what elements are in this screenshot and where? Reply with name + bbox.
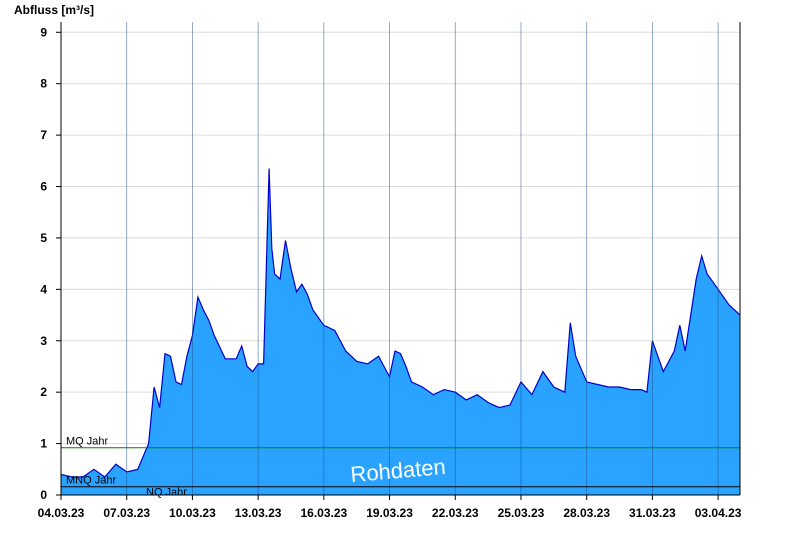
y-tick-label: 8: [40, 77, 47, 91]
x-tick-labels: 04.03.23 07.03.23 10.03.23 13.03.23 16.03.23…: [38, 506, 742, 520]
x-tick-label: 31.03.23: [629, 506, 676, 520]
nq-label: NQ Jahr: [146, 487, 187, 499]
discharge-area: [61, 168, 740, 495]
y-tick-label: 5: [40, 231, 47, 245]
x-tick-label: 13.03.23: [235, 506, 282, 520]
x-tick-label: 25.03.23: [498, 506, 545, 520]
mq-label: MQ Jahr: [66, 436, 109, 448]
discharge-line: [60, 168, 741, 478]
series-layer: [60, 168, 741, 495]
mnq-label: MNQ Jahr: [66, 475, 116, 487]
x-tick-label: 04.03.23: [38, 506, 85, 520]
y-tick-label: 3: [40, 334, 47, 348]
y-tick-labels: 0 1 2 3 4 5 6 7 8 9: [40, 25, 47, 502]
axes: [56, 22, 741, 500]
y-axis-title: Abfluss [m³/s]: [14, 3, 94, 17]
x-tick-label: 19.03.23: [366, 506, 413, 520]
y-tick-label: 6: [40, 180, 47, 194]
y-tick-label: 4: [40, 282, 47, 296]
y-tick-label: 0: [40, 488, 47, 502]
reference-lines: MQ Jahr MNQ Jahr NQ Jahr: [61, 436, 740, 499]
x-tick-label: 07.03.23: [103, 506, 150, 520]
x-tick-label: 22.03.23: [432, 506, 479, 520]
x-tick-label: 28.03.23: [563, 506, 610, 520]
y-tick-label: 1: [40, 437, 47, 451]
x-tick-label: 03.04.23: [695, 506, 742, 520]
y-tick-label: 7: [40, 128, 47, 142]
x-tick-label: 16.03.23: [300, 506, 347, 520]
y-tick-label: 9: [40, 25, 47, 39]
y-tick-label: 2: [40, 385, 47, 399]
x-tick-label: 10.03.23: [169, 506, 216, 520]
